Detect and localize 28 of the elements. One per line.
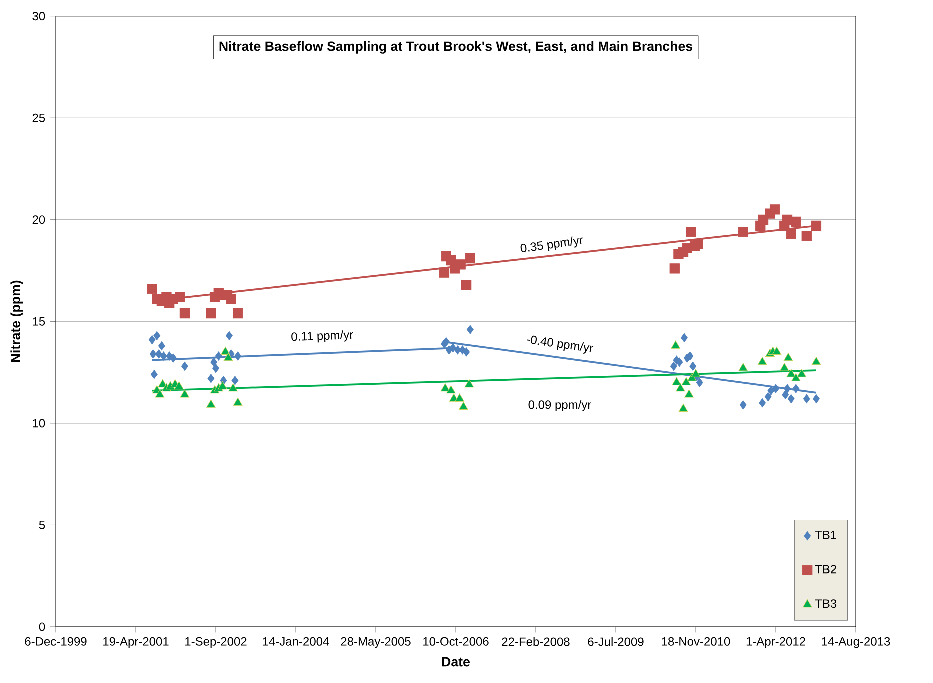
x-tick-label: 28-May-2005 [341,637,411,648]
x-tick-label: 1-Sep-2002 [186,637,247,648]
x-tick-label: 14-Aug-2013 [822,637,890,648]
x-tick-label: 18-Nov-2010 [662,637,730,646]
x-tick-label: 1-Apr-2012 [746,637,806,648]
y-tick-label: 30 [32,12,46,21]
legend-label: TB2 [815,565,836,574]
y-tick-label: 20 [32,216,46,224]
x-tick-label: 14-Jan-2004 [263,637,330,646]
y-tick-label: 5 [39,521,46,530]
y-tick-label: 15 [33,317,46,326]
x-axis-title: Date [442,657,470,667]
y-tick-label: 25 [32,114,46,122]
x-tick-label: 19-Apr-2001 [104,637,169,648]
text: Nitrate Baseflow Sampling at Trout Brook's West, East, and Main Branches [220,41,693,54]
y-axis-title: Nitrate (ppm) [10,280,24,362]
y-tick-label: 10 [33,419,46,428]
legend-label: TB1 [815,530,836,540]
annotation: 0.35 ppm/yr [520,236,583,253]
annotation: -0.40 ppm/yr [527,336,594,354]
x-tick-label: 10-Oct-2006 [424,637,489,646]
x-tick-label: 6-Jul-2009 [588,637,644,646]
legend-label: TB3 [815,600,837,608]
y-tick-label: 0 [39,622,46,632]
annotation: 0.09 ppm/yr [528,400,592,412]
annotation: 0.11 ppm/yr [292,330,354,343]
x-tick-label: 22-Feb-2008 [502,637,570,646]
x-tick-label: 6-Dec-1999 [25,637,87,646]
